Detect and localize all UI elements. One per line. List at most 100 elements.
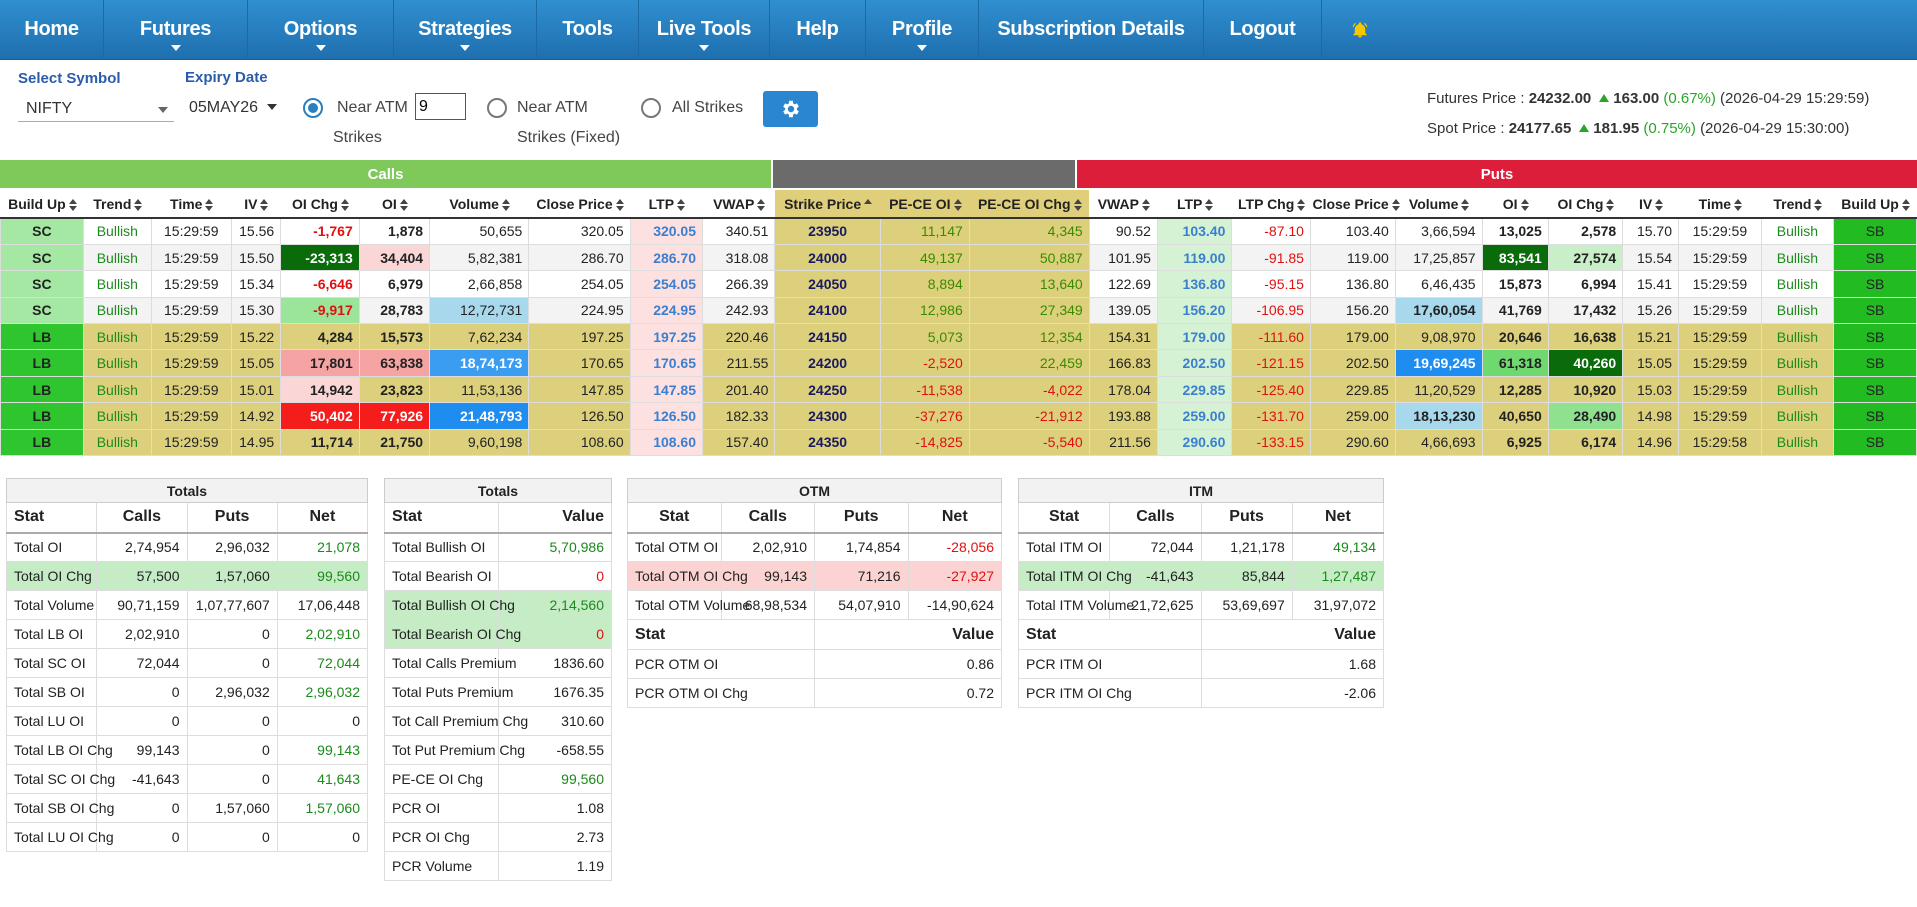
sort-icon <box>1141 198 1150 211</box>
col-header-strike-price[interactable]: Strike Price <box>774 190 881 219</box>
col-header-close-price-call[interactable]: Close Price <box>528 190 631 219</box>
near-atm-radio[interactable] <box>303 98 323 118</box>
col-header-ltp-put[interactable]: LTP <box>1157 190 1232 219</box>
cell-oi: 13,025 <box>1481 217 1549 245</box>
cell-build-up: LB <box>0 402 84 430</box>
totals1-cell: 0 <box>96 706 188 736</box>
totals2-cell: 0 <box>497 561 612 591</box>
col-header-trend-put[interactable]: Trend <box>1761 190 1834 219</box>
otm-cell: Total OTM OI Chg <box>627 561 748 591</box>
col-header-build-up-put[interactable]: Build Up <box>1833 190 1917 219</box>
near-atm-fixed-label: Near ATM <box>517 99 588 116</box>
nav-strategies[interactable]: Strategies <box>394 0 537 60</box>
col-header-build-up-call[interactable]: Build Up <box>0 190 84 219</box>
totals1-cell: 99,143 <box>276 735 369 765</box>
col-header-volume-call[interactable]: Volume <box>429 190 529 219</box>
cell-vwap: 220.46 <box>702 323 776 351</box>
otm-cell: -27,927 <box>907 561 1002 591</box>
nav-help[interactable]: Help <box>770 0 866 60</box>
cell-trend: Bullish <box>82 428 152 457</box>
all-strikes-radio[interactable] <box>641 98 661 118</box>
cell-oi-chg: 11,714 <box>280 428 360 457</box>
nav-tools[interactable]: Tools <box>537 0 639 60</box>
cell-time: 15:29:59 <box>1678 217 1762 245</box>
col-header-oi-put[interactable]: OI <box>1482 190 1549 219</box>
col-header-vwap-put[interactable]: VWAP <box>1089 190 1158 219</box>
cell-pe-ce-oi: 5,073 <box>879 323 970 351</box>
nav-live-tools[interactable]: Live Tools <box>639 0 770 60</box>
col-header-iv-call[interactable]: IV <box>231 190 281 219</box>
nav-subscription-details[interactable]: Subscription Details <box>979 0 1204 60</box>
otm-sub-cell: PCR OTM OI Chg <box>627 678 815 708</box>
col-header-oi-chg-call[interactable]: OI Chg <box>280 190 360 219</box>
col-header-label: Close Price <box>536 195 613 212</box>
near-atm-fixed-radio[interactable] <box>487 98 507 118</box>
col-header-oi-call[interactable]: OI <box>359 190 430 219</box>
sort-icon <box>1606 198 1615 211</box>
col-header-time-call[interactable]: Time <box>151 190 232 219</box>
otm-header: Calls <box>720 502 815 534</box>
notifications-button[interactable] <box>1322 0 1398 60</box>
nav-options[interactable]: Options <box>248 0 394 60</box>
cell-ltp: 202.50 <box>1156 349 1233 377</box>
otm-cell: 68,98,534 <box>720 590 815 620</box>
sort-icon <box>757 198 766 211</box>
col-header-pe-ce-oi-chg[interactable]: PE-CE OI Chg <box>969 190 1090 219</box>
expiry-select[interactable]: 05MAY26 <box>185 95 281 121</box>
cell-strike-price: 24100 <box>774 296 881 325</box>
col-header-label: OI <box>1502 195 1518 212</box>
cell-build-up: SB <box>1833 402 1917 430</box>
totals2-cell: Total Bearish OI <box>384 561 499 591</box>
cell-close-price: 156.20 <box>1309 296 1396 325</box>
totals1-cell: 99,560 <box>276 561 369 591</box>
nav-home[interactable]: Home <box>0 0 104 60</box>
totals2-cell: Total Bullish OI Chg <box>384 590 515 620</box>
nav-logout[interactable]: Logout <box>1204 0 1322 60</box>
col-header-oi-chg-put[interactable]: OI Chg <box>1548 190 1623 219</box>
cell-oi-chg: 10,920 <box>1547 375 1624 404</box>
col-header-vwap-call[interactable]: VWAP <box>702 190 775 219</box>
nav-label: Tools <box>562 18 613 40</box>
col-header-pe-ce-oi[interactable]: PE-CE OI <box>880 190 970 219</box>
cell-time: 15:29:59 <box>150 349 232 377</box>
cell-volume: 2,66,858 <box>429 270 530 298</box>
col-header-iv-put[interactable]: IV <box>1622 190 1679 219</box>
otm-sub-cell: 0.86 <box>814 649 1002 679</box>
cell-pe-ce-oi: 49,137 <box>879 243 970 272</box>
itm-cell: 1,21,178 <box>1200 532 1293 562</box>
itm-header: Puts <box>1200 502 1293 534</box>
totals1-cell: 0 <box>276 822 369 852</box>
totals2-cell: Tot Call Premium Chg <box>384 706 528 736</box>
cell-time: 15:29:59 <box>1678 243 1762 272</box>
near-atm-strikes-input[interactable] <box>415 93 466 120</box>
cell-oi-chg: 6,174 <box>1547 428 1624 457</box>
cell-pe-ce-oi: -11,538 <box>879 375 970 404</box>
col-header-time-put[interactable]: Time <box>1678 190 1762 219</box>
totals1-cell: 99,143 <box>96 735 188 765</box>
cell-volume: 11,53,136 <box>429 375 530 404</box>
settings-button[interactable] <box>763 91 818 127</box>
caret-down-icon <box>170 44 181 51</box>
table-row: SC Bullish 15:29:59 15.56 -1,767 1,878 50,655 3… <box>0 217 1917 245</box>
totals1-cell: Total OI <box>5 532 98 562</box>
col-header-close-price-put[interactable]: Close Price <box>1310 190 1400 219</box>
cell-vwap: 154.31 <box>1088 323 1158 351</box>
spot-price-value: 24177.65 <box>1508 120 1572 137</box>
col-header-volume-put[interactable]: Volume <box>1395 190 1483 219</box>
cell-pe-ce-oi: -2,520 <box>879 349 970 377</box>
cell-oi-chg: 17,432 <box>1547 296 1624 325</box>
otm-cell: 71,216 <box>814 561 909 591</box>
nav-futures[interactable]: Futures <box>104 0 248 60</box>
otm-table: OTM Stat Calls Puts Net Total OTM OI 2,02,910 1… <box>627 478 1002 708</box>
nav-profile[interactable]: Profile <box>866 0 979 60</box>
col-header-ltp-call[interactable]: LTP <box>630 190 703 219</box>
otm-cell: -14,90,624 <box>907 590 1002 620</box>
totals1-cell: 0 <box>96 677 188 707</box>
col-header-trend-call[interactable]: Trend <box>83 190 152 219</box>
cell-vwap: 201.40 <box>702 375 776 404</box>
symbol-select[interactable]: NIFTY <box>18 96 174 122</box>
col-header-ltp-chg-put[interactable]: LTP Chg <box>1231 190 1311 219</box>
cell-ltp: 119.00 <box>1156 243 1233 272</box>
strikes-fixed-label: Strikes (Fixed) <box>517 129 621 146</box>
cell-iv: 15.50 <box>230 243 282 272</box>
